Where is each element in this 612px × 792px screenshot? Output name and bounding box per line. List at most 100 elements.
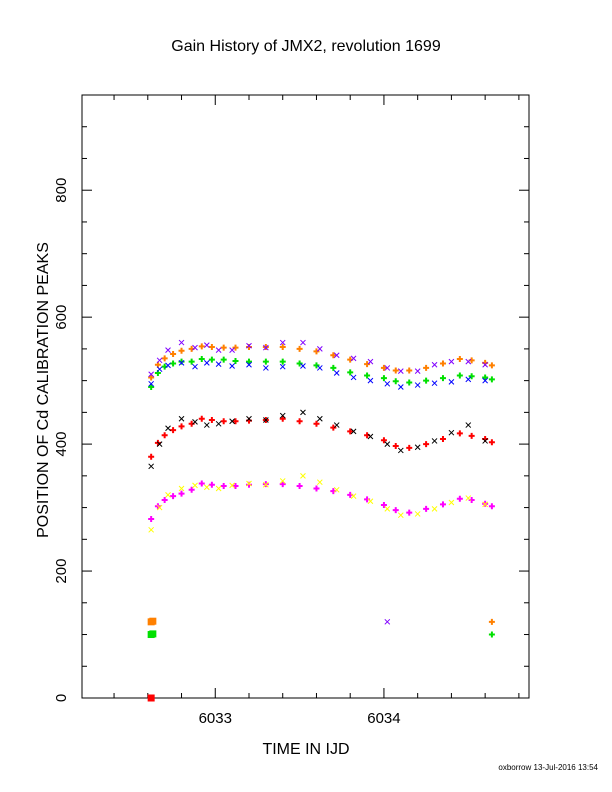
data-point <box>384 365 391 371</box>
data-point <box>215 420 222 427</box>
data-point <box>229 347 235 354</box>
data-point <box>384 505 391 512</box>
data-point <box>364 372 371 379</box>
data-point <box>232 344 239 351</box>
data-point <box>488 439 495 446</box>
data-point <box>488 618 495 625</box>
data-point <box>448 379 455 385</box>
data-point <box>178 339 185 346</box>
data-point <box>333 352 340 359</box>
y-tick-label: 600 <box>53 305 70 330</box>
data-point <box>423 377 430 384</box>
data-series <box>488 618 495 625</box>
x-tick-label: 6034 <box>367 710 400 727</box>
data-point <box>232 482 239 489</box>
data-point <box>165 347 171 354</box>
data-point <box>165 425 171 432</box>
data-point <box>330 352 337 359</box>
y-tick-label: 400 <box>53 432 70 457</box>
data-point <box>262 358 269 365</box>
data-point <box>397 368 404 374</box>
data-series <box>147 630 157 639</box>
data-point <box>178 485 185 492</box>
data-point <box>178 360 185 366</box>
data-point <box>380 375 387 382</box>
data-point <box>203 484 210 491</box>
data-point <box>431 505 438 512</box>
data-point <box>380 437 387 444</box>
data-point <box>156 441 163 447</box>
data-point <box>279 481 286 488</box>
data-point <box>147 694 155 702</box>
data-point <box>188 358 195 365</box>
data-point <box>465 376 472 383</box>
data-point <box>263 344 269 351</box>
data-point <box>208 481 215 488</box>
data-point <box>423 505 430 512</box>
data-point <box>465 422 472 428</box>
data-point <box>313 485 320 492</box>
data-point <box>149 617 157 625</box>
data-point <box>229 418 235 425</box>
data-point <box>192 363 198 370</box>
data-series <box>148 472 488 533</box>
data-point <box>316 365 323 371</box>
data-point <box>198 415 205 422</box>
data-point <box>347 369 354 376</box>
data-series <box>384 618 391 625</box>
data-point <box>198 356 205 363</box>
data-point <box>203 342 210 348</box>
data-point <box>406 444 413 451</box>
data-point <box>482 438 488 444</box>
data-point <box>192 344 198 351</box>
data-point <box>203 360 210 366</box>
data-point <box>456 372 463 379</box>
data-point <box>161 432 168 439</box>
data-point <box>220 344 227 351</box>
data-point <box>414 444 421 451</box>
data-point <box>384 618 391 625</box>
data-series <box>148 360 488 390</box>
data-point <box>208 416 215 423</box>
data-point <box>156 366 163 373</box>
y-tick-label: 800 <box>53 178 70 203</box>
data-point <box>165 492 171 498</box>
data-point <box>488 503 495 510</box>
data-point <box>392 367 399 374</box>
data-point <box>148 380 155 387</box>
data-point <box>178 358 185 365</box>
data-point <box>367 498 374 505</box>
data-point <box>482 361 488 368</box>
data-point <box>316 479 323 486</box>
data-point <box>488 362 495 369</box>
data-point <box>263 417 269 423</box>
data-point <box>406 367 413 374</box>
data-point <box>148 526 155 533</box>
data-point <box>482 377 488 384</box>
data-point <box>414 511 421 517</box>
data-series <box>488 631 495 638</box>
data-point <box>397 512 404 519</box>
data-point <box>198 480 205 487</box>
data-point <box>170 427 177 434</box>
data-point <box>300 363 306 369</box>
data-point <box>192 419 198 425</box>
data-point <box>215 361 222 367</box>
data-point <box>482 374 489 381</box>
data-point <box>229 482 235 489</box>
data-point <box>313 362 320 369</box>
data-point <box>414 368 421 374</box>
data-point <box>279 339 286 346</box>
data-point <box>431 361 438 368</box>
data-point <box>245 358 252 365</box>
data-point <box>208 343 215 350</box>
data-point <box>178 415 185 422</box>
footer-credit: oxborrow 13-Jul-2016 13:54 <box>498 763 598 772</box>
data-point <box>296 345 303 352</box>
data-point <box>232 418 239 425</box>
data-point <box>448 358 455 365</box>
data-point <box>165 362 171 369</box>
data-point <box>232 357 239 364</box>
data-point <box>350 355 357 362</box>
data-point <box>300 472 306 479</box>
